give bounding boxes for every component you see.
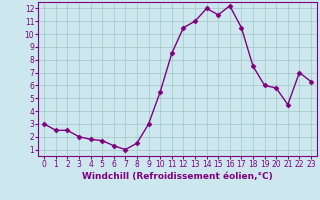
X-axis label: Windchill (Refroidissement éolien,°C): Windchill (Refroidissement éolien,°C) bbox=[82, 172, 273, 181]
